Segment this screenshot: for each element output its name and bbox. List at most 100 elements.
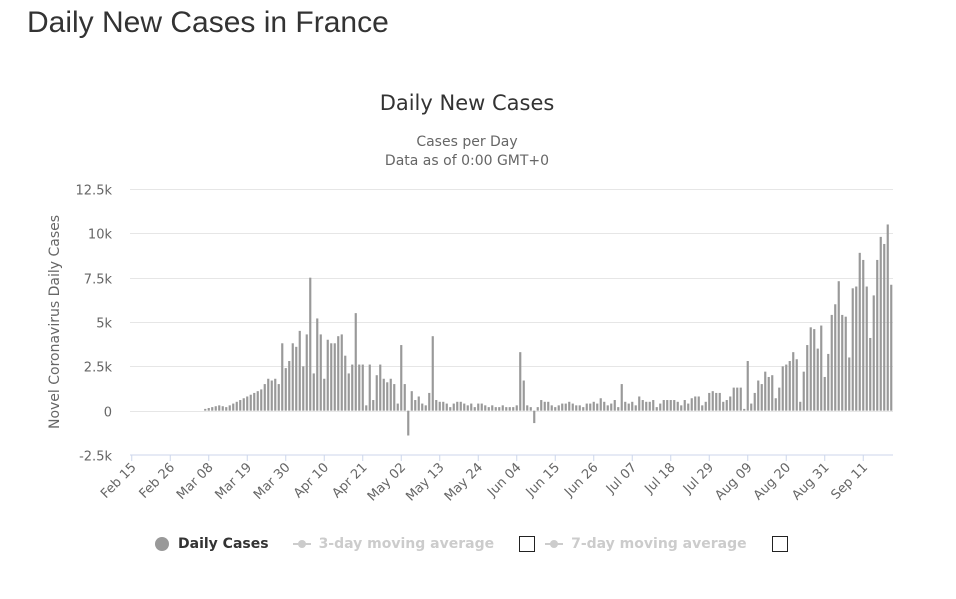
bar-daily-cases: [627, 403, 630, 411]
bar-daily-cases: [694, 396, 697, 411]
x-tick-label: Jun 15: [523, 460, 563, 500]
bar-daily-cases: [365, 405, 368, 411]
bar-daily-cases: [872, 295, 875, 411]
chart-title: Daily New Cases: [380, 91, 555, 115]
bar-daily-cases: [648, 401, 651, 411]
bar-daily-cases: [368, 364, 371, 411]
page-title: Daily New Cases in France: [27, 6, 389, 39]
legend-dot-icon: [155, 537, 169, 551]
bar-daily-cases: [323, 378, 326, 411]
y-axis-title: Novel Coronavirus Daily Cases: [47, 215, 63, 429]
bar-daily-cases: [799, 401, 802, 411]
bar-daily-cases: [851, 288, 854, 411]
bar-daily-cases: [876, 259, 879, 411]
bar-daily-cases: [207, 408, 210, 411]
bar-daily-cases: [225, 407, 228, 411]
bar-daily-cases: [361, 364, 364, 411]
bar-daily-cases: [687, 403, 690, 411]
legend-line-marker-icon: [292, 539, 311, 549]
bar-daily-cases: [816, 348, 819, 411]
legend-item-7-day-average[interactable]: 7-day moving average: [545, 536, 747, 552]
bar-daily-cases: [459, 401, 462, 411]
bar-daily-cases: [659, 403, 662, 411]
bar-daily-cases: [351, 364, 354, 411]
bar-daily-cases: [571, 403, 574, 411]
x-tick-label: Apr 21: [329, 460, 370, 501]
bar-daily-cases: [372, 400, 375, 411]
x-tick-label: Aug 20: [751, 460, 794, 503]
bar-daily-cases: [410, 391, 413, 411]
bar-daily-cases: [582, 407, 585, 411]
bar-daily-cases: [781, 366, 784, 411]
bar-daily-cases: [417, 396, 420, 411]
bar-daily-cases: [442, 401, 445, 411]
bar-daily-cases: [613, 400, 616, 411]
bar-daily-cases: [620, 384, 623, 411]
bar-daily-cases: [291, 343, 294, 411]
bar-daily-cases: [414, 400, 417, 411]
bar-daily-cases: [718, 392, 721, 411]
bar-daily-cases: [757, 380, 760, 411]
legend-line-marker-icon: [545, 539, 564, 549]
bar-daily-cases: [295, 346, 298, 411]
toggle-3-day-average-checkbox[interactable]: [519, 536, 536, 552]
bar-daily-cases: [862, 259, 865, 411]
bar-daily-cases: [561, 403, 564, 411]
x-tick-label: Apr 10: [291, 460, 332, 501]
bar-daily-cases: [256, 391, 259, 411]
bar-daily-cases: [830, 314, 833, 411]
y-tick-label: 5k: [96, 317, 112, 332]
bar-daily-cases: [456, 401, 459, 411]
bar-daily-cases: [666, 400, 669, 411]
bar-daily-cases: [508, 407, 511, 411]
bar-daily-cases: [407, 410, 410, 436]
bar-daily-cases: [400, 345, 403, 411]
bar-daily-cases: [260, 389, 263, 411]
bar-daily-cases: [834, 304, 837, 411]
bar-daily-cases: [886, 224, 889, 411]
bar-daily-cases: [452, 403, 455, 411]
bar-daily-cases: [715, 392, 718, 411]
bar-daily-cases: [484, 405, 487, 411]
bar-daily-cases: [589, 403, 592, 411]
bar-daily-cases: [519, 352, 522, 411]
bar-daily-cases: [298, 330, 301, 411]
x-tick-label: Feb 26: [137, 460, 179, 502]
bar-daily-cases: [491, 405, 494, 411]
bar-daily-cases: [690, 398, 693, 411]
x-tick-label: Mar 19: [213, 460, 256, 503]
bar-daily-cases: [890, 284, 893, 411]
bar-daily-cases: [760, 384, 763, 411]
bar-daily-cases: [788, 361, 791, 411]
bar-daily-cases: [743, 408, 746, 411]
bar-daily-cases: [270, 380, 273, 411]
y-tick-label: 2.5k: [84, 361, 113, 376]
y-tick-label: -2.5k: [79, 450, 112, 465]
bar-daily-cases: [564, 403, 567, 411]
bar-daily-cases: [606, 405, 609, 411]
legend-item-daily-cases[interactable]: Daily Cases: [155, 536, 269, 552]
bar-daily-cases: [858, 252, 861, 411]
legend-item-3-day-average[interactable]: 3-day moving average: [292, 536, 494, 552]
x-tick-label: Sep 11: [829, 460, 872, 503]
bar-daily-cases: [848, 357, 851, 411]
toggle-7-day-average-checkbox[interactable]: [771, 536, 788, 552]
bar-daily-cases: [396, 403, 399, 411]
bar-daily-cases: [386, 382, 389, 411]
bar-daily-cases: [536, 407, 539, 411]
bar-daily-cases: [337, 336, 340, 411]
y-tick-label: 10k: [88, 228, 113, 243]
chart-subtitle-line-1: Cases per Day: [416, 134, 517, 150]
bar-daily-cases: [379, 364, 382, 411]
bar-daily-cases: [662, 400, 665, 411]
bar-daily-cases: [837, 281, 840, 411]
x-tick-label: Feb 15: [98, 460, 140, 502]
bar-daily-cases: [673, 400, 676, 411]
bar-daily-cases: [771, 375, 774, 411]
bar-daily-cases: [585, 403, 588, 411]
bar-daily-cases: [214, 406, 217, 411]
legend-label-7-day-average: 7-day moving average: [571, 536, 747, 552]
bar-daily-cases: [533, 410, 536, 424]
bar-daily-cases: [309, 277, 312, 411]
